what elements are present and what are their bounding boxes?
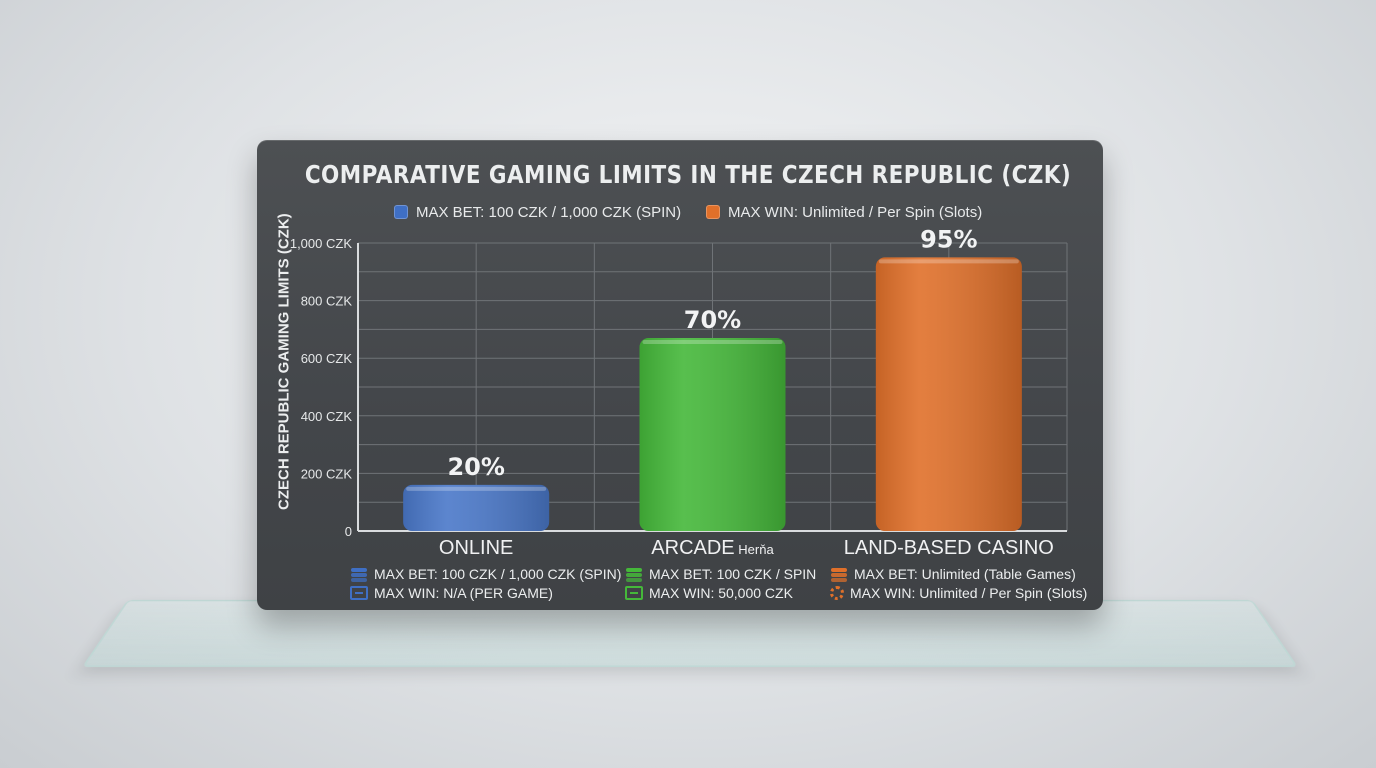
bar-shading — [403, 485, 549, 531]
detail-max-win-text: MAX WIN: 50,000 CZK — [649, 585, 793, 601]
y-tick-label: 400 CZK — [301, 409, 353, 424]
bar-shading — [876, 257, 1022, 531]
data-label: 95% — [920, 225, 977, 253]
detail-max-win-text: MAX WIN: Unlimited / Per Spin (Slots) — [850, 585, 1087, 601]
machine-icon — [350, 586, 368, 600]
detail-max-bet-text: MAX BET: Unlimited (Table Games) — [854, 566, 1076, 582]
y-tick-label: 1,000 CZK — [290, 236, 352, 251]
x-tick-label: LAND-BASED CASINO — [829, 537, 1069, 560]
bar-highlight — [879, 259, 1019, 263]
detail-max-win: MAX WIN: Unlimited / Per Spin (Slots) — [830, 585, 1087, 601]
y-tick-label: 200 CZK — [301, 466, 353, 481]
coin-stack-icon — [625, 567, 643, 581]
detail-max-bet-text: MAX BET: 100 CZK / SPIN — [649, 566, 816, 582]
machine-icon — [625, 586, 643, 600]
bar-highlight — [643, 340, 783, 344]
detail-max-win-text: MAX WIN: N/A (PER GAME) — [374, 585, 553, 601]
y-tick-label: 0 — [345, 524, 352, 539]
casino-chip-icon — [830, 586, 844, 600]
data-label: 20% — [447, 453, 504, 481]
coin-stack-icon — [830, 567, 848, 581]
category-name: LAND-BASED CASINO — [844, 537, 1054, 559]
category-suffix: Herňa — [735, 542, 774, 557]
x-tick-label: ONLINE — [356, 537, 596, 560]
detail-max-bet: MAX BET: 100 CZK / 1,000 CZK (SPIN) — [350, 566, 621, 582]
detail-max-win: MAX WIN: N/A (PER GAME) — [350, 585, 553, 601]
x-tick-label: ARCADE Herňa — [593, 537, 833, 560]
detail-max-bet: MAX BET: Unlimited (Table Games) — [830, 566, 1076, 582]
bar-highlight — [406, 487, 546, 491]
detail-max-win: MAX WIN: 50,000 CZK — [625, 585, 793, 601]
y-tick-label: 800 CZK — [301, 294, 353, 309]
coin-stack-icon — [350, 567, 368, 581]
data-label: 70% — [684, 306, 741, 334]
bar-shading — [640, 338, 786, 531]
detail-max-bet-text: MAX BET: 100 CZK / 1,000 CZK (SPIN) — [374, 566, 621, 582]
category-name: ONLINE — [439, 537, 513, 559]
y-tick-label: 600 CZK — [301, 351, 353, 366]
detail-max-bet: MAX BET: 100 CZK / SPIN — [625, 566, 816, 582]
category-name: ARCADE — [651, 537, 734, 559]
